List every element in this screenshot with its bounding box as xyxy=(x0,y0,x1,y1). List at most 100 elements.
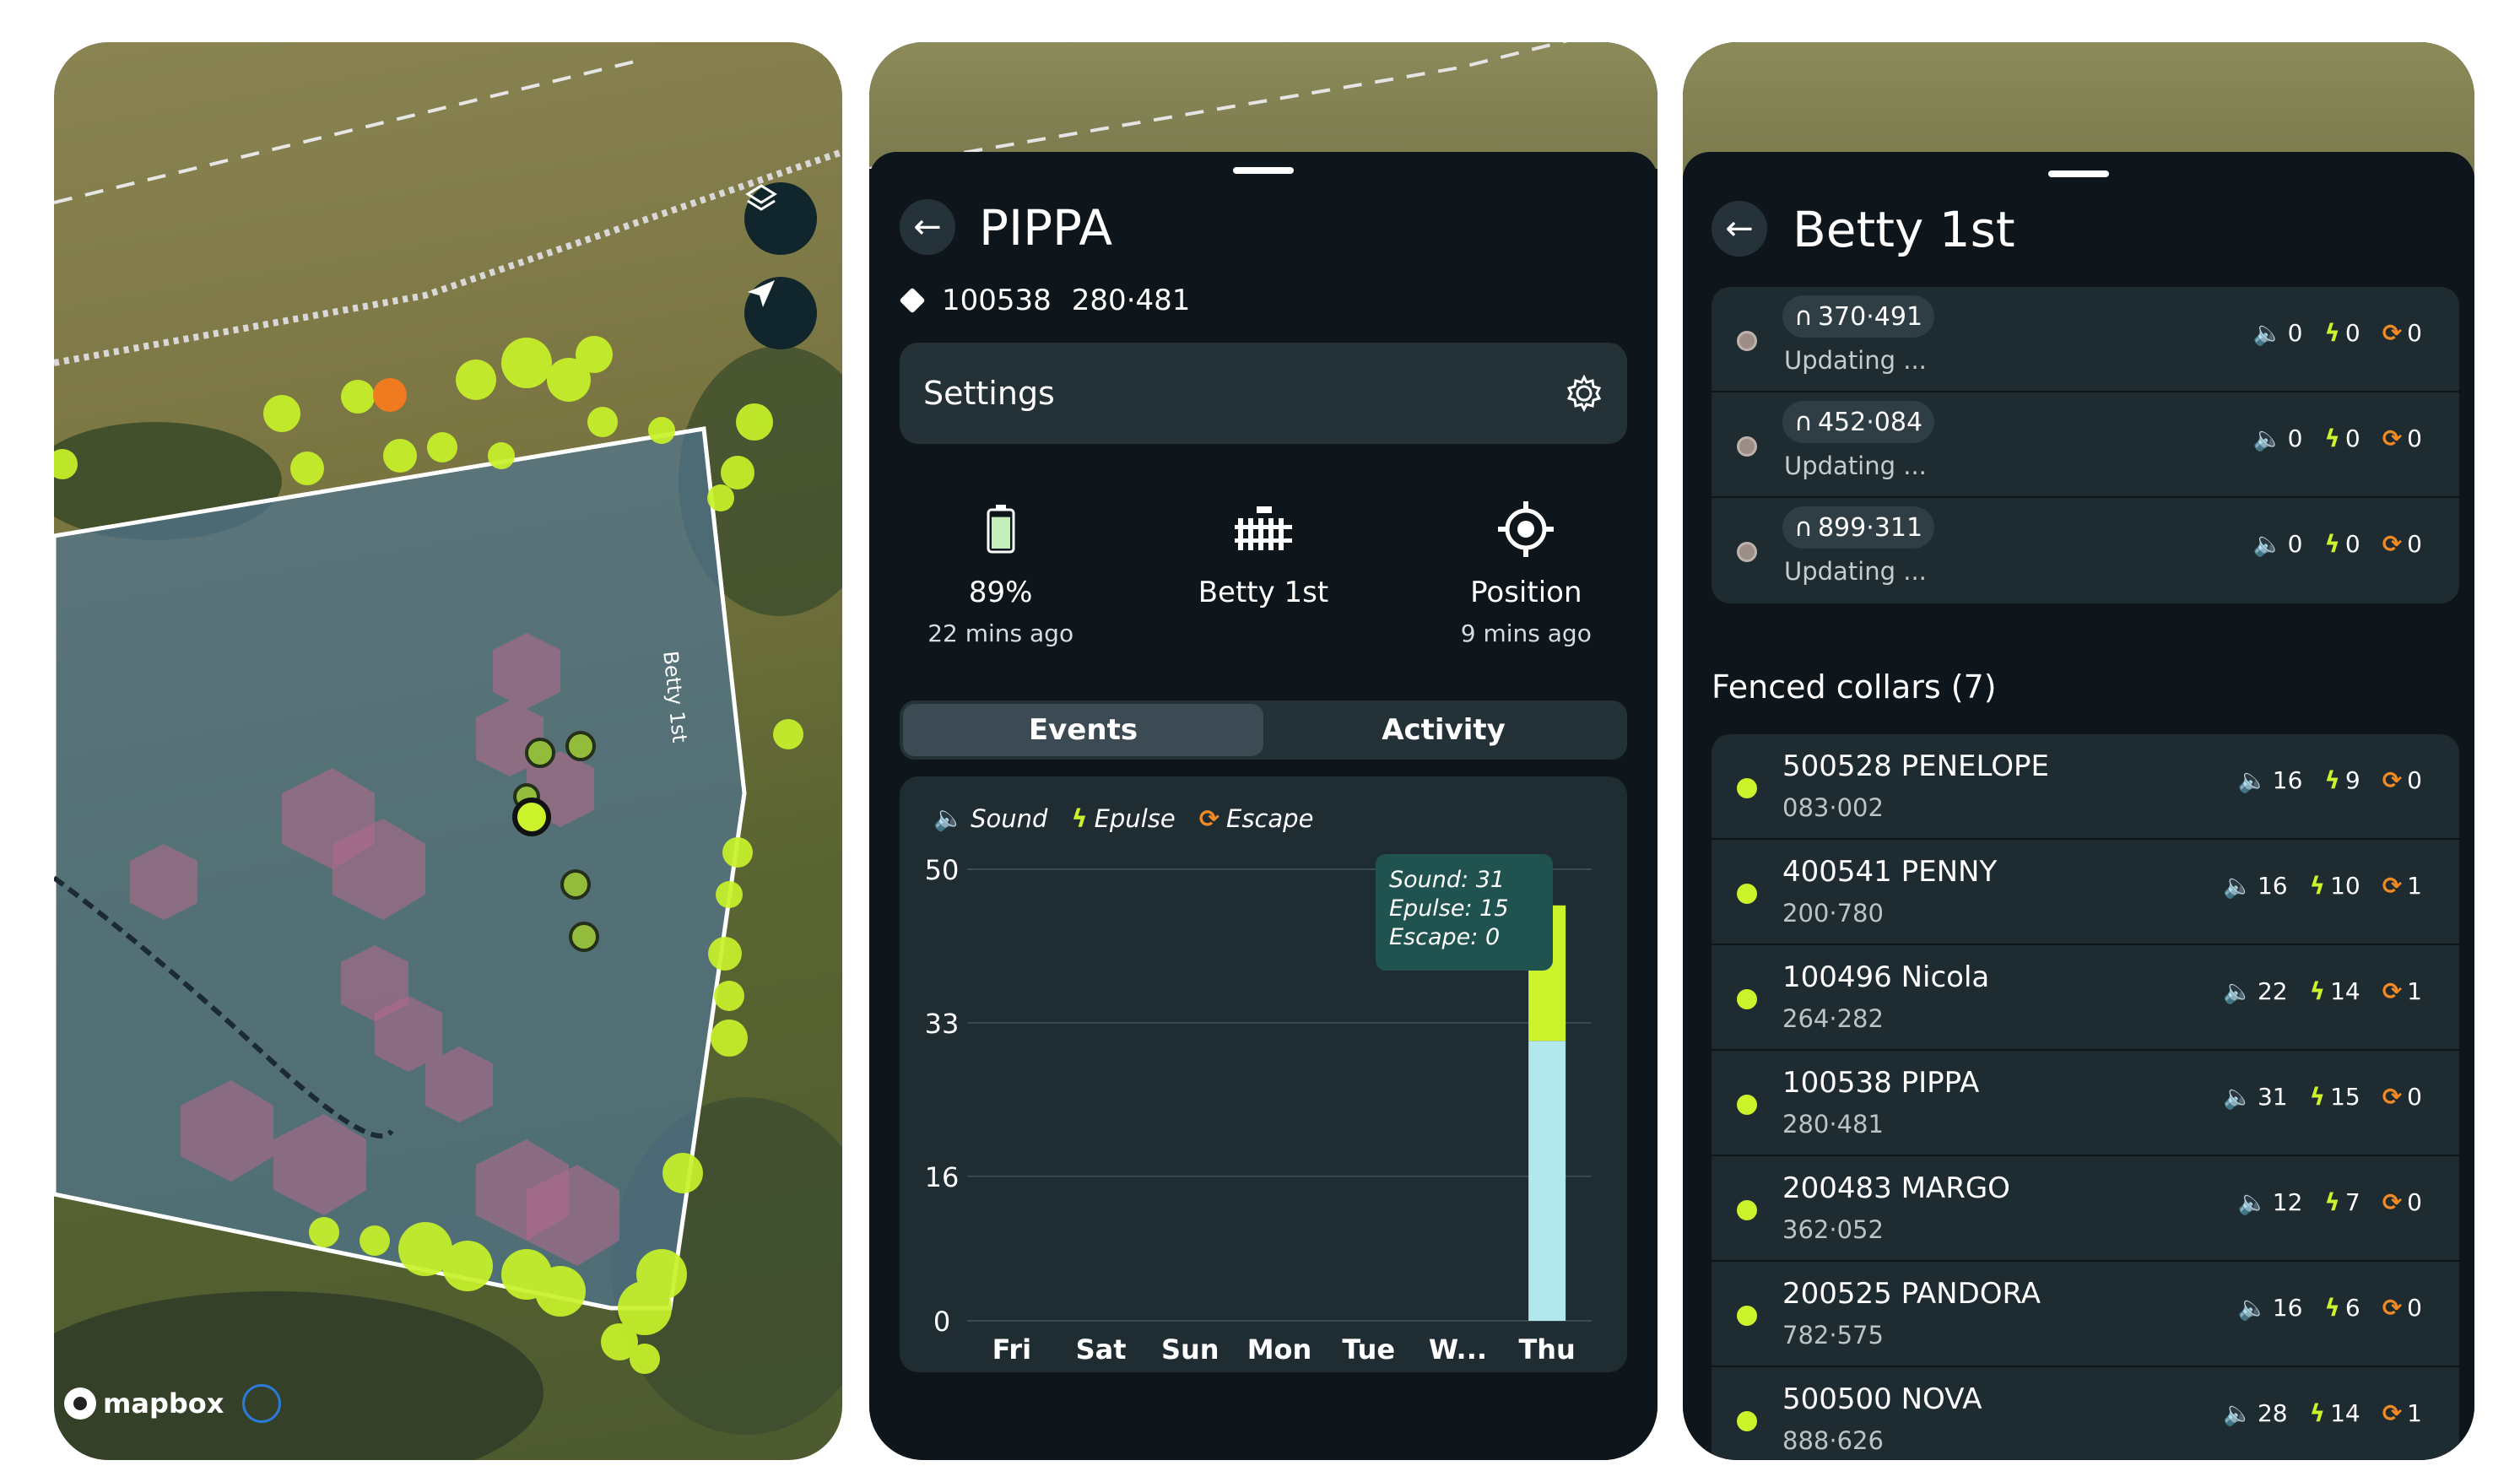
escape-icon: ⟳ xyxy=(2382,530,2403,558)
status-dot xyxy=(1737,1095,1757,1115)
battery-stat: 89% 22 mins ago xyxy=(883,498,1119,647)
x-tick-label: Tue xyxy=(1342,1333,1395,1366)
layers-icon xyxy=(745,184,777,211)
events-chart: 🔈 Sound ϟ Epulse ⟳ Escape 0 16 33 50 Fri Sat Sun M… xyxy=(900,776,1627,1372)
satellite-map[interactable]: Betty 1st mapbox xyxy=(54,42,842,1460)
fence-stat[interactable]: Betty 1st xyxy=(1145,498,1382,647)
chart-tooltip: Sound: 31 Epulse: 15 Escape: 0 xyxy=(1376,854,1553,971)
row-counts: 🔈 16 ϟ 10 ⟳ 1 xyxy=(2223,872,2422,900)
x-tick-label: Fri xyxy=(992,1333,1032,1366)
tab-activity[interactable]: Activity xyxy=(1382,713,1506,747)
cow-icon: ∩ xyxy=(1794,301,1813,332)
speaker-icon: 🔈 xyxy=(2252,530,2283,558)
list-item[interactable]: 500500 NOVA 888·626 🔈 28 ϟ 14 ⟳ 1 xyxy=(1712,1367,2459,1460)
map-overlay xyxy=(54,57,842,1460)
sheet-handle[interactable] xyxy=(1233,167,1294,174)
lightning-icon: ϟ xyxy=(2324,425,2340,452)
lightning-icon: ϟ xyxy=(2324,1188,2340,1216)
row-status: Updating ... xyxy=(1784,346,1927,375)
collar-name: 500528 PENELOPE xyxy=(1782,749,2049,783)
list-item[interactable]: 100496 Nicola 264·282 🔈 22 ϟ 14 ⟳ 1 xyxy=(1712,945,2459,1051)
bar-chart: 0 16 33 50 Fri Sat Sun Mon Tue W... Thu xyxy=(925,854,1592,1366)
section-title: Fenced collars (7) xyxy=(1712,668,1997,706)
tooltip-sound: Sound: 31 xyxy=(1389,867,1506,893)
escape-icon: ⟳ xyxy=(2382,1294,2403,1322)
map-peek-boundary xyxy=(869,42,1569,170)
position-updated: 9 mins ago xyxy=(1460,619,1592,647)
status-dot xyxy=(1737,331,1757,351)
fence-name: Betty 1st xyxy=(1198,576,1329,609)
collar-name: 100496 Nicola xyxy=(1782,960,1990,994)
escape-icon: ⟳ xyxy=(2382,425,2403,452)
row-counts: 🔈 28 ϟ 14 ⟳ 1 xyxy=(2223,1399,2422,1427)
battery-icon xyxy=(987,505,1015,554)
status-dot xyxy=(1737,989,1757,1009)
escape-icon: ⟳ xyxy=(2382,766,2403,794)
speaker-icon: 🔈 xyxy=(2223,977,2252,1005)
x-tick-label: Mon xyxy=(1247,1333,1312,1366)
y-tick-label: 33 xyxy=(925,1008,960,1040)
settings-button[interactable]: Settings xyxy=(900,343,1627,444)
tab-events[interactable]: Events xyxy=(903,704,1263,756)
speaker-icon: 🔈 xyxy=(2237,1294,2268,1322)
speaker-icon: 🔈 xyxy=(2237,766,2268,794)
fence-icon xyxy=(1234,506,1292,550)
layers-button[interactable] xyxy=(744,182,817,255)
collar-code: 200·780 xyxy=(1782,899,1884,928)
tag-code: 280·481 xyxy=(1071,284,1191,317)
lightning-icon: ϟ xyxy=(2324,766,2340,794)
list-item[interactable]: 100538 PIPPA 280·481 🔈 31 ϟ 15 ⟳ 0 xyxy=(1712,1051,2459,1156)
map-screen: Betty 1st mapbox xyxy=(54,42,842,1460)
position-stat[interactable]: Position 9 mins ago xyxy=(1408,498,1644,647)
y-tick-label: 0 xyxy=(933,1306,950,1338)
back-button[interactable]: ← xyxy=(1712,201,1767,257)
mapbox-attribution[interactable]: mapbox xyxy=(64,1384,282,1423)
status-dot xyxy=(1737,778,1757,798)
escape-icon: ⟳ xyxy=(2382,872,2403,900)
legend-escape: ⟳ Escape xyxy=(1198,803,1314,833)
gear-icon xyxy=(1566,374,1602,413)
speaker-icon: 🔈 xyxy=(2223,1083,2252,1111)
back-button[interactable]: ← xyxy=(900,199,955,255)
sheet-handle[interactable] xyxy=(2048,170,2109,177)
tooltip-epulse: Epulse: 15 xyxy=(1389,895,1509,922)
tooltip-escape: Escape: 0 xyxy=(1389,924,1501,950)
collar-name: 500500 NOVA xyxy=(1782,1382,1982,1416)
collar-chip: ∩ 899·311 xyxy=(1782,506,1935,549)
cow-icon: ∩ xyxy=(1794,512,1813,543)
status-dot xyxy=(1737,436,1757,457)
x-tick-label: Sun xyxy=(1161,1333,1219,1366)
lightning-icon: ϟ xyxy=(2309,872,2326,900)
x-tick-label: W... xyxy=(1429,1333,1487,1366)
arrow-left-icon: ← xyxy=(1725,209,1754,248)
row-counts: 🔈 22 ϟ 14 ⟳ 1 xyxy=(2223,977,2422,1005)
collar-name: 100538 PIPPA xyxy=(1782,1066,1980,1100)
status-stats: 89% 22 mins ago Betty 1st xyxy=(869,498,1657,647)
collar-code: 782·575 xyxy=(1782,1321,1884,1349)
legend-epulse: ϟ Epulse xyxy=(1071,803,1176,833)
settings-label: Settings xyxy=(923,375,1055,412)
collar-name: 200525 PANDORA xyxy=(1782,1277,2041,1311)
collar-name: 400541 PENNY xyxy=(1782,855,1998,889)
tag-id: 100538 xyxy=(942,284,1052,317)
collar-chip: ∩ 370·491 xyxy=(1782,295,1935,338)
y-tick-label: 50 xyxy=(925,854,960,886)
speaker-icon: 🔈 xyxy=(2252,319,2283,347)
locate-button[interactable] xyxy=(744,277,817,349)
info-icon[interactable] xyxy=(242,1384,282,1423)
lightning-icon: ϟ xyxy=(2309,977,2326,1005)
list-item[interactable]: 400541 PENNY 200·780 🔈 16 ϟ 10 ⟳ 1 xyxy=(1712,840,2459,945)
status-dot xyxy=(1737,884,1757,904)
